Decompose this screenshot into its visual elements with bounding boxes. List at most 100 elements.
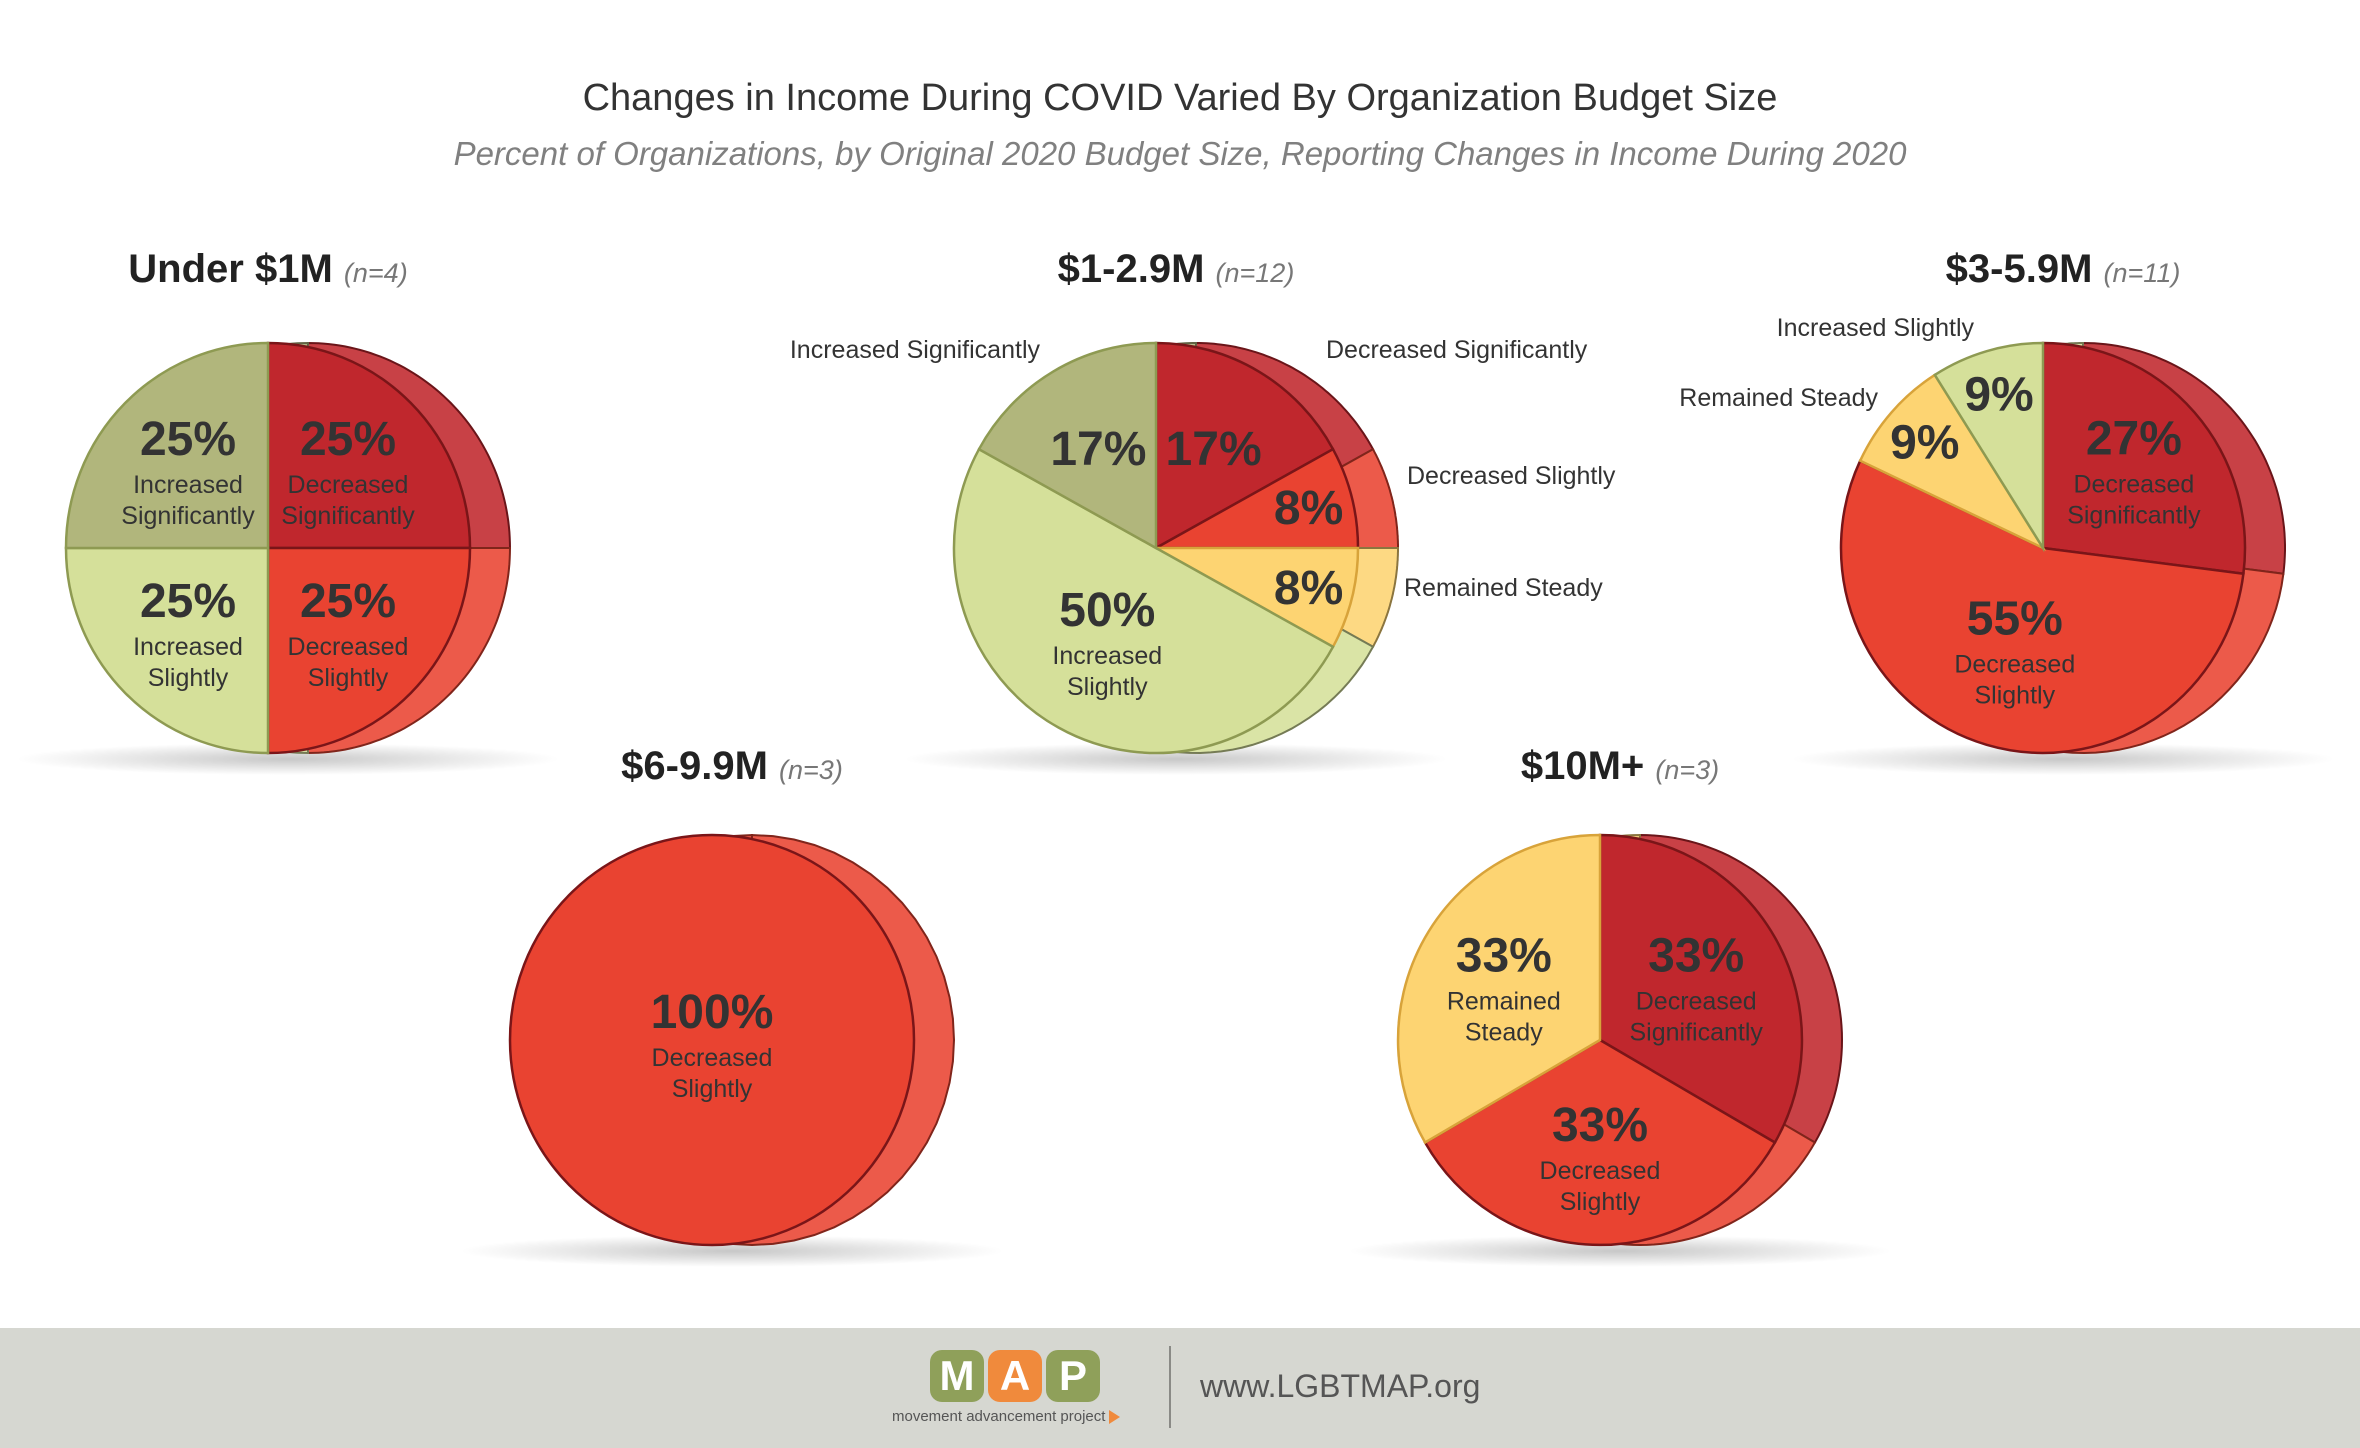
pie-title-label: Under $1M (128, 247, 344, 291)
slice-decreased-slightly (1423, 1038, 1777, 1247)
logo-subtext-label: movement advancement project (892, 1408, 1106, 1425)
pie-shadow (904, 743, 1448, 775)
pie-face (1396, 833, 1804, 1247)
pie-title-label: $3-5.9M (1946, 247, 2104, 291)
logo-letter-a: A (988, 1350, 1042, 1402)
pie-title: $1-2.9M (n=12) (1058, 247, 1295, 291)
slice-callout-label: Remained Steady (1404, 574, 1603, 602)
pie-title-label: $1-2.9M (1058, 247, 1216, 291)
slice-pct-label: 25% (140, 413, 236, 466)
slice-decreased-slightly (266, 546, 472, 755)
slice-category-label: Slightly (1560, 1188, 1641, 1216)
slice-category-label: Increased (133, 633, 243, 661)
pie-face (64, 341, 472, 755)
slice-callout-label: Remained Steady (1679, 384, 1878, 412)
slice-increased-slightly (64, 546, 270, 755)
slice-pct-label: 55% (1967, 592, 2063, 645)
logo-letters: M A P (930, 1350, 1100, 1402)
pie-title-label: $10M+ (1521, 744, 1656, 788)
pie-shadow (1791, 743, 2335, 775)
slice-category-label: Decreased (1636, 988, 1757, 1016)
slice-callout-label: Increased Slightly (1777, 314, 1975, 342)
website-link[interactable]: www.LGBTMAP.org (1200, 1368, 1481, 1404)
slice-pct-label: 33% (1648, 930, 1744, 983)
slice-pct-label: 9% (1890, 416, 1959, 469)
slice-pct-label: 17% (1050, 423, 1146, 476)
footer: M A P movement advancement project www.L… (0, 1328, 2360, 1448)
slice-pct-label: 50% (1059, 584, 1155, 637)
slice-category-label: Increased (133, 471, 243, 499)
slice-decreased-significantly (2041, 341, 2247, 576)
slice-pct-label: 25% (300, 413, 396, 466)
pie-n-label: (n=4) (344, 258, 408, 288)
slice-decreased-significantly (1598, 833, 1804, 1145)
slice-remained-steady (1151, 546, 1360, 649)
map-logo[interactable]: M A P movement advancement project (892, 1350, 1152, 1430)
pie-charts: 25% Decreased Significantly 25% Decreased Sli… (16, 247, 2335, 1267)
slice-increased-significantly (64, 341, 270, 550)
slice-pct-label: 9% (1964, 368, 2033, 421)
slice-decreased-significantly (266, 341, 472, 550)
slice-pct-label: 8% (1274, 482, 1343, 535)
slice-category-label: Slightly (1975, 681, 2056, 709)
slice-pct-label: 33% (1552, 1099, 1648, 1152)
slice-callout-label: Increased Significantly (790, 336, 1041, 364)
pie-title: Under $1M (n=4) (128, 247, 407, 291)
chart: Changes in Income During COVID Varied By… (16, 77, 2335, 1267)
pie-n-label: (n=3) (779, 755, 843, 785)
pie-n-label: (n=11) (2104, 258, 2181, 288)
logo-letter-m: M (930, 1350, 984, 1402)
pie-n-label: (n=3) (1655, 755, 1719, 785)
pie-10m: 33% Decreased Significantly 33% Decreased Sli… (1348, 744, 1892, 1267)
slice-category-label: Slightly (672, 1075, 753, 1103)
slice-decreased-slightly (1839, 459, 2245, 755)
slice-pct-label: 100% (651, 986, 774, 1039)
pie-title: $10M+ (n=3) (1521, 744, 1719, 788)
slice-pct-label: 17% (1166, 423, 1262, 476)
pie-shadow (1348, 1235, 1892, 1267)
slice-category-label: Decreased (652, 1044, 773, 1072)
slice-category-label: Slightly (148, 664, 229, 692)
slice-category-label: Significantly (281, 502, 415, 530)
chart-subtitle: Percent of Organizations, by Original 20… (454, 135, 1908, 172)
pie-face (952, 341, 1360, 755)
pie-title: $6-9.9M (n=3) (621, 744, 843, 788)
pie-under-1m: 25% Decreased Significantly 25% Decreased Sli… (16, 247, 560, 775)
pie-face (1839, 341, 2247, 755)
slice-pct-label: 25% (300, 575, 396, 628)
slice-decreased-slightly (508, 833, 916, 1247)
logo-subtext: movement advancement project (892, 1408, 1121, 1425)
slice-pct-label: 27% (2086, 413, 2182, 466)
slice-increased-slightly (952, 447, 1335, 755)
chart-title: Changes in Income During COVID Varied By… (583, 77, 1778, 119)
slice-increased-slightly (1933, 341, 2045, 553)
slice-callout-label: Decreased Slightly (1407, 462, 1616, 490)
slice-decreased-slightly (1151, 447, 1360, 550)
pie-title-label: $6-9.9M (621, 744, 779, 788)
pie-6-9-9m: 100% Decreased Slightly $6-9.9M (n=3) (460, 744, 1004, 1267)
logo-letter-p: P (1046, 1350, 1100, 1402)
pie-n-label: (n=12) (1216, 258, 1295, 288)
slice-category-label: Significantly (121, 502, 255, 530)
slice-pct-label: 33% (1456, 930, 1552, 983)
slice-increased-significantly (977, 341, 1158, 551)
slice-category-label: Decreased (2073, 471, 2194, 499)
slice-category-label: Slightly (1067, 673, 1148, 701)
slice-callout-label: Decreased Significantly (1326, 336, 1588, 364)
pie-shadow (460, 1235, 1004, 1267)
slice-remained-steady (1396, 833, 1602, 1145)
slice-category-label: Decreased (1540, 1157, 1661, 1185)
slice-category-label: Significantly (1629, 1019, 1763, 1047)
pie-shadow (16, 743, 560, 775)
slice-category-label: Slightly (308, 664, 389, 692)
play-arrow-icon (1109, 1410, 1121, 1425)
slice-category-label: Decreased (288, 633, 409, 661)
footer-divider (1169, 1346, 1171, 1428)
slice-category-label: Increased (1052, 642, 1162, 670)
slice-category-label: Significantly (2067, 502, 2201, 530)
slice-category-label: Decreased (288, 471, 409, 499)
pie-1-2-9m: 17% Decreased Significantly 8% Decreased Sl… (790, 247, 1616, 775)
slice-remained-steady (1858, 373, 2047, 551)
slice-pct-label: 8% (1274, 562, 1343, 615)
slice-category-label: Steady (1465, 1019, 1543, 1047)
